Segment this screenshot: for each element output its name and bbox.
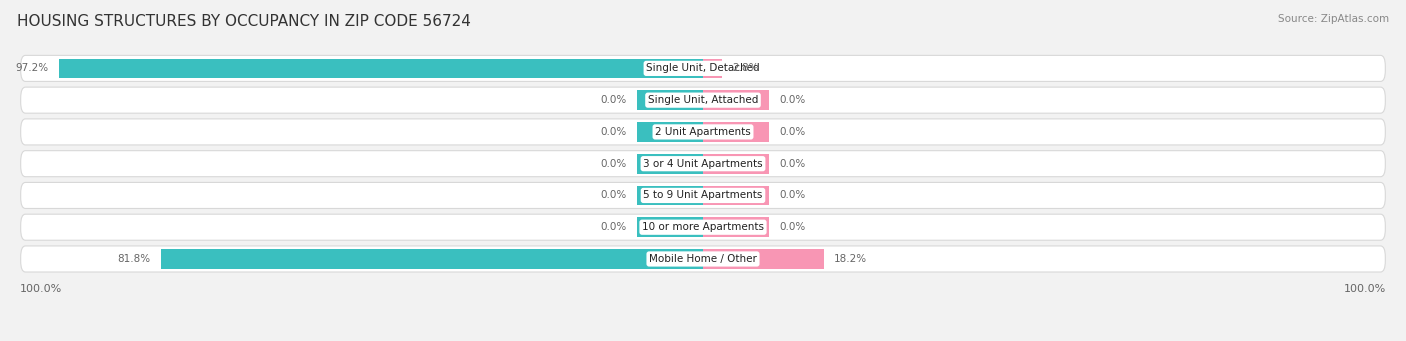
Bar <box>703 217 769 237</box>
Text: 81.8%: 81.8% <box>117 254 150 264</box>
Text: 0.0%: 0.0% <box>780 190 806 201</box>
FancyBboxPatch shape <box>21 214 1385 240</box>
Text: 0.0%: 0.0% <box>600 159 626 169</box>
Text: 0.0%: 0.0% <box>780 222 806 232</box>
Text: 5 to 9 Unit Apartments: 5 to 9 Unit Apartments <box>644 190 762 201</box>
Text: Single Unit, Attached: Single Unit, Attached <box>648 95 758 105</box>
Bar <box>703 59 721 78</box>
Text: 0.0%: 0.0% <box>600 95 626 105</box>
FancyBboxPatch shape <box>21 151 1385 177</box>
Text: HOUSING STRUCTURES BY OCCUPANCY IN ZIP CODE 56724: HOUSING STRUCTURES BY OCCUPANCY IN ZIP C… <box>17 14 471 29</box>
Text: Source: ZipAtlas.com: Source: ZipAtlas.com <box>1278 14 1389 24</box>
Text: 0.0%: 0.0% <box>600 222 626 232</box>
Text: 2.8%: 2.8% <box>733 63 759 73</box>
Text: 0.0%: 0.0% <box>780 95 806 105</box>
Bar <box>703 122 769 142</box>
Bar <box>703 249 824 269</box>
FancyBboxPatch shape <box>21 87 1385 113</box>
Bar <box>162 249 703 269</box>
Bar <box>637 154 703 174</box>
Text: 10 or more Apartments: 10 or more Apartments <box>643 222 763 232</box>
Bar <box>637 90 703 110</box>
FancyBboxPatch shape <box>21 119 1385 145</box>
Text: 2 Unit Apartments: 2 Unit Apartments <box>655 127 751 137</box>
Text: 0.0%: 0.0% <box>600 127 626 137</box>
FancyBboxPatch shape <box>21 246 1385 272</box>
Text: 0.0%: 0.0% <box>600 190 626 201</box>
Bar <box>637 122 703 142</box>
Text: Single Unit, Detached: Single Unit, Detached <box>647 63 759 73</box>
FancyBboxPatch shape <box>21 55 1385 81</box>
Text: 18.2%: 18.2% <box>834 254 868 264</box>
Text: 0.0%: 0.0% <box>780 159 806 169</box>
Bar <box>703 90 769 110</box>
Legend: Owner-occupied, Renter-occupied: Owner-occupied, Renter-occupied <box>574 339 832 341</box>
Text: 3 or 4 Unit Apartments: 3 or 4 Unit Apartments <box>643 159 763 169</box>
Bar <box>703 154 769 174</box>
Bar <box>637 217 703 237</box>
Text: 97.2%: 97.2% <box>15 63 48 73</box>
Text: 0.0%: 0.0% <box>780 127 806 137</box>
Bar <box>59 59 703 78</box>
Bar <box>637 186 703 205</box>
Bar <box>703 186 769 205</box>
Text: Mobile Home / Other: Mobile Home / Other <box>650 254 756 264</box>
FancyBboxPatch shape <box>21 182 1385 208</box>
